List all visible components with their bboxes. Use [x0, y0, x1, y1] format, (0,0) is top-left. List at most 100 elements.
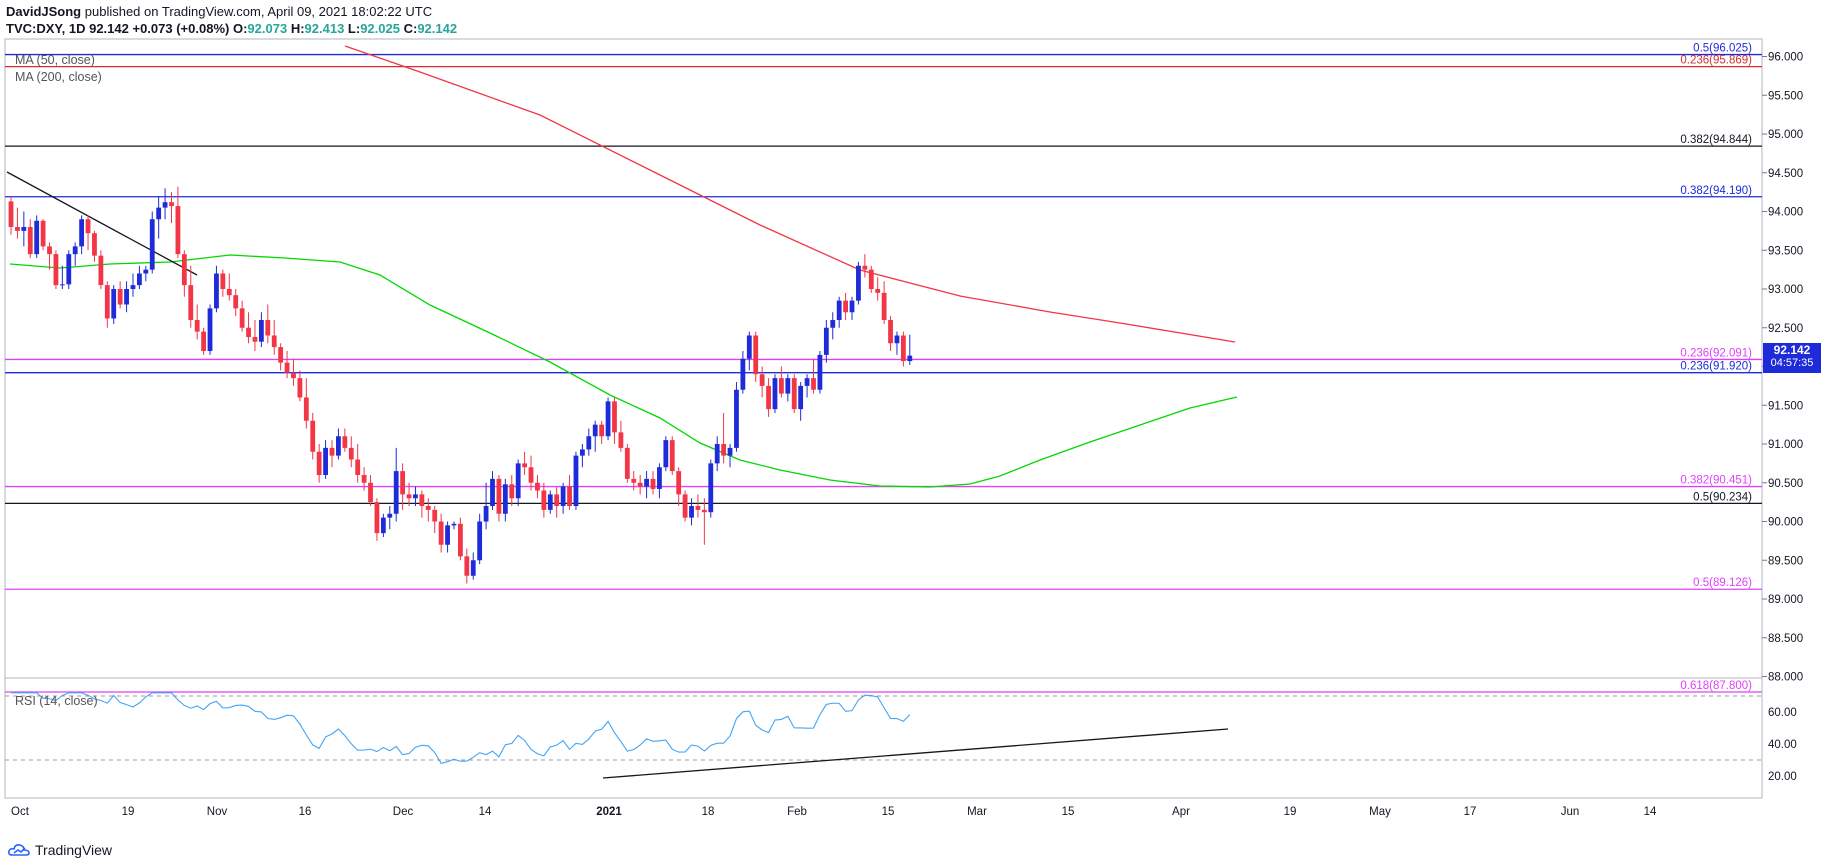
candle-body	[8, 201, 14, 227]
candle-body	[599, 424, 605, 437]
candle-body	[323, 447, 328, 475]
candle-body	[406, 494, 412, 499]
trendlines	[6, 171, 198, 276]
candle-body	[355, 459, 361, 475]
y-tick-label: 95.500	[1768, 90, 1803, 102]
high-value: 92.413	[304, 21, 345, 36]
candle-body	[207, 308, 213, 351]
candle-body	[490, 478, 495, 506]
y-tick-label: 91.500	[1768, 400, 1803, 412]
plot-frame	[4, 38, 1763, 799]
candle-body	[464, 556, 470, 576]
candle-body	[624, 447, 630, 479]
ma200-legend[interactable]: MA (200, close)	[15, 70, 102, 84]
candle-body	[336, 436, 341, 456]
fib-level-label: 0.236(95.869)	[1680, 55, 1752, 67]
candle-body	[342, 436, 348, 448]
candle-body	[188, 285, 194, 320]
rsi-pane	[5, 692, 1762, 779]
candle-body	[843, 300, 848, 313]
x-tick-label: 2021	[596, 806, 622, 818]
ma50-legend[interactable]: MA (50, close)	[15, 53, 95, 67]
candle-body	[214, 273, 219, 309]
candle-body	[515, 463, 521, 499]
x-tick-label: May	[1369, 806, 1391, 818]
candle-body	[361, 475, 367, 483]
current-price-label: 92.142 04:57:35	[1763, 343, 1821, 373]
rsi-line	[11, 692, 911, 764]
high-label: H:	[290, 21, 305, 36]
bar-countdown: 04:57:35	[1770, 357, 1814, 369]
rsi-legend[interactable]: RSI (14, close)	[15, 694, 98, 708]
tradingview-logo[interactable]: TradingView	[8, 842, 112, 858]
candle-body	[59, 284, 65, 286]
candle-body	[528, 467, 534, 483]
candle-body	[817, 354, 823, 390]
candle-body	[284, 362, 290, 373]
fib-level-label: 0.382(94.844)	[1680, 134, 1752, 146]
candle-body	[72, 246, 78, 255]
open-label: O:	[232, 21, 248, 36]
candle-body	[894, 335, 900, 344]
x-tick-label: 17	[1464, 806, 1477, 818]
candle-body	[40, 220, 46, 247]
candle-body	[573, 455, 579, 506]
fib-level-label: 0.382(94.190)	[1680, 185, 1752, 197]
x-tick-label: 15	[882, 806, 895, 818]
fib-level-label: 0.618(87.800)	[1680, 680, 1752, 692]
candle-body	[509, 484, 515, 499]
candle-body	[868, 269, 874, 289]
author-name[interactable]: DavidJSong	[6, 4, 82, 19]
time-axis: Oct 19 Nov 16 Dec 14 2021 18 Feb 15 Mar 15 Apr 19 May 1…	[11, 806, 1657, 818]
fib-level-label: 0.5(89.126)	[1693, 577, 1752, 589]
candle-body	[592, 424, 598, 437]
candle-body	[233, 295, 239, 309]
candle-body	[804, 378, 810, 386]
candle-body	[753, 335, 759, 375]
candle-body	[239, 308, 245, 328]
y-tick-label: 93.500	[1768, 245, 1803, 257]
candle-body	[637, 482, 643, 487]
candle-body	[676, 471, 682, 495]
candle-body	[605, 401, 611, 437]
candle-body	[156, 207, 162, 220]
candle-body	[432, 509, 438, 522]
candle-body	[823, 327, 829, 355]
candle-body	[695, 506, 701, 510]
x-tick-label: Apr	[1172, 806, 1190, 818]
y-tick-label: 92.500	[1768, 323, 1803, 335]
candle-body	[547, 494, 553, 510]
candle-body	[111, 289, 117, 319]
candle-body	[413, 494, 418, 499]
candle-body	[175, 206, 181, 255]
candle-body	[387, 513, 393, 518]
symbol-label[interactable]: TVC:DXY, 1D	[6, 21, 86, 36]
y-tick-label: 93.000	[1768, 284, 1803, 296]
x-tick-label: 16	[299, 806, 312, 818]
candle-body	[419, 494, 425, 506]
candle-body	[708, 463, 714, 513]
candle-body	[98, 255, 104, 286]
candle-body	[265, 320, 271, 336]
y-tick-label: 88.500	[1768, 633, 1803, 645]
fib-level-label: 0.5(96.025)	[1693, 43, 1752, 55]
ma200-line	[344, 45, 1236, 343]
tradingview-brand: TradingView	[35, 842, 113, 858]
candle-body	[579, 449, 585, 456]
candle-body	[586, 436, 592, 450]
price-axis: 88.000 88.500 89.000 89.500 90.000 90.500 91.0…	[1762, 52, 1803, 783]
candle-body	[79, 219, 85, 247]
x-tick-label: 14	[1644, 806, 1657, 818]
candle-body	[47, 246, 52, 255]
rsi-trendline	[602, 728, 1229, 779]
rsi-tick-label: 60.00	[1768, 707, 1797, 719]
x-tick-label: Nov	[207, 806, 228, 818]
candle-body	[714, 444, 720, 464]
fib-level-label: 0.5(90.234)	[1693, 491, 1752, 503]
candle-body	[348, 447, 354, 460]
candle-body	[727, 447, 733, 456]
candle-body	[721, 444, 727, 456]
candle-body	[374, 502, 380, 534]
candle-body	[458, 523, 463, 557]
